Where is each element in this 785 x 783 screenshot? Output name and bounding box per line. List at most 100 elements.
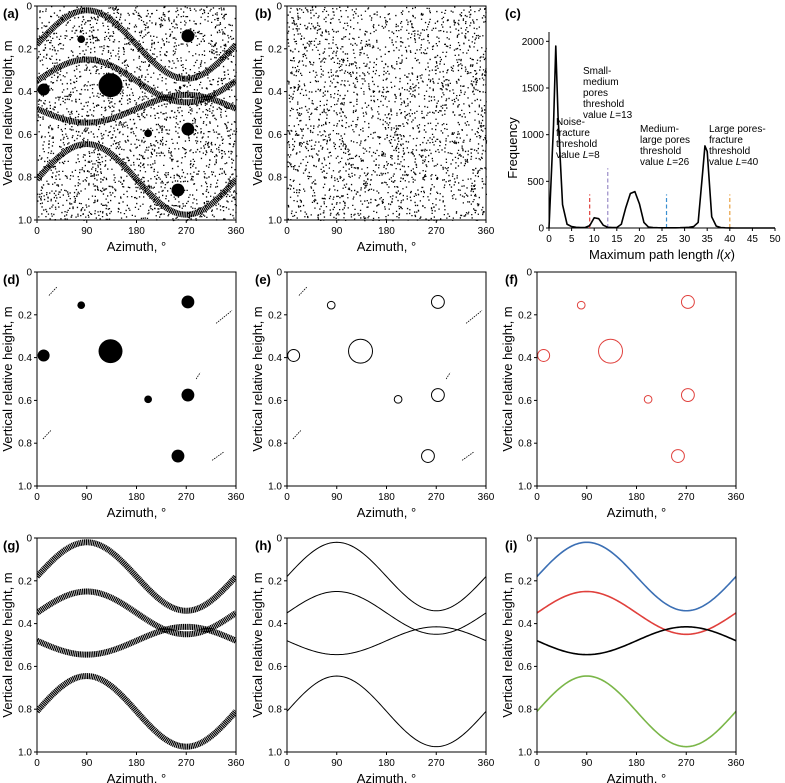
threshold-label-line: Small- [583, 66, 611, 77]
panel-a-ytick-label: 0.8 [18, 173, 32, 184]
a-sinusoid [37, 141, 236, 218]
hist-xtick-label: 40 [724, 234, 736, 245]
hist-ytick-label: 0 [538, 224, 544, 235]
panel-f-ylabel: Vertical relative height, m [500, 306, 515, 451]
hist-ytick-label: 1500 [522, 84, 545, 95]
d-fracture-trace [211, 451, 225, 461]
threshold-value-symbol: L [610, 110, 616, 121]
panel-label-h: (h) [255, 538, 272, 553]
panel-d-xtick-label: 0 [34, 492, 40, 503]
g-sinusoids [37, 539, 236, 750]
threshold-label-line: threshold [583, 99, 624, 110]
a-sinusoid [37, 7, 236, 82]
hist-xtick-label: 35 [702, 234, 714, 245]
panel-f-axes-frame [536, 271, 737, 487]
hist-xlabel-part: x [723, 247, 731, 262]
panel-a-xtick-label: 90 [81, 226, 93, 237]
panel-b-ytick-label: 0.8 [268, 173, 282, 184]
threshold-value: value L=26 [640, 157, 690, 168]
panel-f-xtick-label: 0 [534, 492, 540, 503]
panel-label-b: (b) [255, 6, 272, 21]
f-pore-edge [598, 338, 624, 364]
panel-a-xtick-label: 0 [34, 226, 40, 237]
hist-xtick-label: 0 [546, 234, 552, 245]
panel-b-ytick-label: 0.6 [268, 130, 282, 141]
panel-b-xlabel: Azimuth, ° [357, 239, 416, 254]
threshold-label-line: Medium- [640, 124, 679, 135]
threshold-value: value L=13 [583, 110, 633, 121]
threshold-label-line: Noise- [556, 117, 585, 128]
panel-label-c: (c) [505, 6, 521, 21]
panel-f-ytick-label: 1.0 [518, 482, 532, 493]
h-sinusoid [287, 590, 486, 635]
panel-f-ytick-label: 0 [526, 268, 532, 279]
threshold-label-line: threshold [640, 146, 681, 157]
panel-g-ytick-label: 1.0 [18, 748, 32, 759]
threshold-value-number: =40 [741, 157, 758, 168]
panel-h-xlabel: Azimuth, ° [357, 771, 416, 783]
panel-i-xlabel: Azimuth, ° [607, 771, 666, 783]
panel-e-ytick-label: 1.0 [268, 482, 282, 493]
panel-a-xtick-label: 360 [228, 226, 245, 237]
panel-d-xtick-label: 270 [178, 492, 195, 503]
panel-f-ytick-label: 0.4 [518, 353, 532, 364]
e-pore-edge [287, 348, 301, 362]
panel-b-xtick-label: 180 [378, 226, 395, 237]
panel-d-xtick-label: 90 [81, 492, 93, 503]
panel-g-ytick-label: 0.4 [18, 619, 32, 630]
hist-xlabel-part: l [717, 247, 721, 262]
e-fracture-trace [298, 286, 308, 296]
panel-label-a: (a) [3, 6, 19, 21]
panel-i-ytick-label: 0.4 [518, 619, 532, 630]
threshold-label-line: pores [583, 88, 608, 99]
panel-g: (g) 00.20.40.60.81.00 90 180 270 360Azimuth, … [0, 534, 245, 783]
panel-a: (a) 00.20.40.60.81.00 90 180 270 360Azimuth, … [0, 2, 245, 255]
panel-g-axes-frame [36, 537, 237, 753]
panel-i-xtick-label: 360 [728, 758, 745, 769]
panel-b-xtick-label: 0 [284, 226, 290, 237]
panel-i-ytick-label: 0 [526, 534, 532, 545]
e-pore-edge [430, 388, 445, 402]
hist-xlabel: Maximum path length l(x) [589, 247, 735, 262]
e-fracture-trace [465, 310, 483, 324]
panel-i: (i) 00.20.40.60.81.00 90 180 270 360Azimuth, … [500, 534, 745, 783]
panel-f: (f) 00.20.40.60.81.00 90 180 270 360Azimuth, … [500, 268, 745, 521]
panel-e-xtick-label: 90 [331, 492, 343, 503]
panel-d-ytick-label: 0.4 [18, 353, 32, 364]
panel-e-ytick-label: 0.2 [268, 310, 282, 321]
h-sinusoid [287, 541, 486, 612]
threshold-label-line: large pores [640, 135, 690, 146]
panel-e: (e) 00.20.40.60.81.00 90 180 270 360Azimuth, … [250, 268, 495, 521]
d-pore [144, 395, 152, 404]
f-pore-edge [671, 449, 685, 463]
e-pore-edge [348, 338, 374, 364]
panel-a-xlabel: Azimuth, ° [107, 239, 166, 254]
panel-e-xtick-label: 360 [478, 492, 495, 503]
g-sinusoid [37, 673, 236, 750]
panel-f-xtick-label: 360 [728, 492, 745, 503]
a-pore [171, 183, 185, 197]
panel-d-ytick-label: 0.6 [18, 396, 32, 407]
panel-e-ytick-label: 0.6 [268, 396, 282, 407]
panel-label-i: (i) [505, 538, 517, 553]
panel-i-xtick-label: 90 [581, 758, 593, 769]
panel-d-ytick-label: 0.8 [18, 439, 32, 450]
panel-i-xtick-label: 270 [678, 758, 695, 769]
panel-h: (h) 00.20.40.60.81.00 90 180 270 360Azimuth, … [250, 534, 495, 783]
g-sinusoid [37, 623, 236, 658]
panel-a-ytick-label: 0 [26, 2, 32, 13]
e-pore-edge [393, 394, 403, 404]
panel-g-ytick-label: 0.8 [18, 705, 32, 716]
panel-h-ytick-label: 0.6 [268, 662, 282, 673]
panel-h-axes-frame [286, 537, 487, 753]
panel-b-ytick-label: 0.4 [268, 87, 282, 98]
d-pore [77, 301, 86, 310]
threshold-label-line: Large pores- [709, 124, 766, 135]
panel-h-ytick-label: 0.2 [268, 576, 282, 587]
d-fracture-trace [195, 372, 201, 380]
panel-g-xtick-label: 0 [34, 758, 40, 769]
hist-ytick-label: 500 [527, 177, 544, 188]
panel-label-e: (e) [255, 272, 271, 287]
d-pore [181, 388, 195, 402]
